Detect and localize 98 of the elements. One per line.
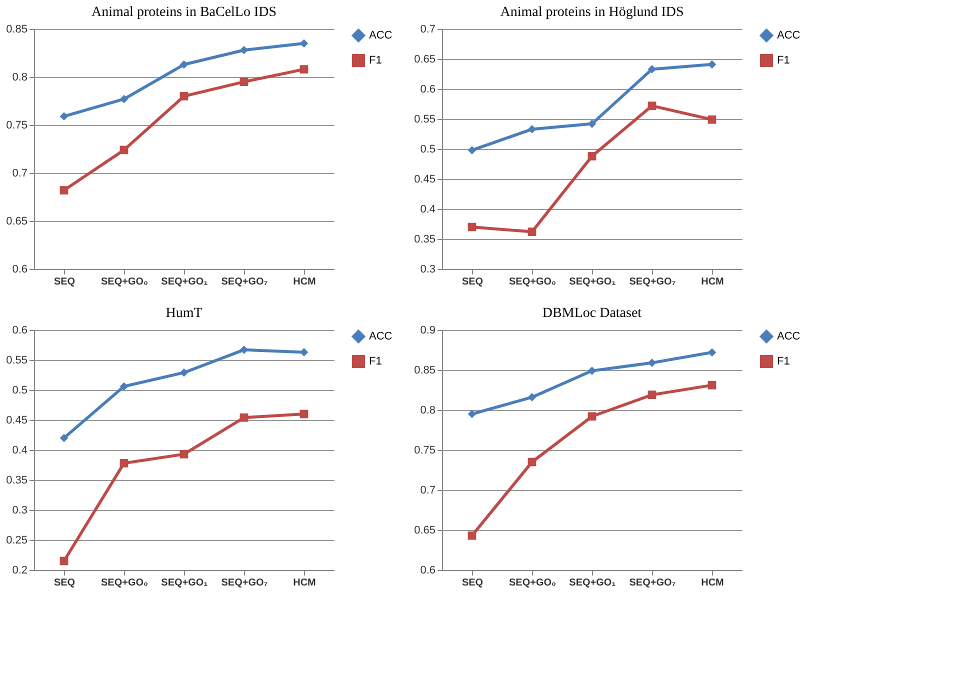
x-tick-label: SEQ [54, 276, 76, 288]
point [648, 102, 656, 110]
point [648, 358, 656, 367]
x-tick-label: HCM [701, 578, 724, 588]
y-tick-label: 0.55 [6, 354, 28, 366]
x-tick-label: SEQ+GO₁ [569, 276, 616, 288]
point [300, 39, 308, 48]
legend-label: F1 [777, 54, 790, 66]
point [708, 60, 716, 69]
point [588, 152, 596, 160]
y-tick-label: 0.5 [12, 384, 28, 396]
x-tick-label: SEQ [54, 578, 76, 588]
y-tick-label: 0.35 [6, 474, 28, 486]
x-tick-label: SEQ+GO₀ [508, 578, 556, 588]
point [60, 186, 68, 194]
x-tick-label: HCM [293, 276, 316, 288]
point [120, 459, 128, 468]
point [120, 146, 128, 154]
legend-label: ACC [777, 30, 800, 42]
y-tick-label: 0.4 [12, 444, 28, 456]
y-tick-label: 0.6 [12, 324, 28, 336]
x-tick-label: SEQ+GO₀ [100, 276, 148, 288]
y-tick-label: 0.45 [6, 414, 28, 426]
point [468, 146, 476, 154]
y-tick-label: 0.3 [12, 504, 28, 516]
y-tick-label: 0.4 [420, 204, 436, 216]
chart-title: HumT [166, 306, 203, 321]
legend-label: F1 [369, 54, 382, 66]
point [468, 222, 476, 232]
y-tick-label: 0.5 [420, 144, 436, 156]
x-tick-label: SEQ+GO₇ [629, 578, 676, 588]
point [528, 228, 536, 236]
point [468, 531, 476, 540]
point [120, 94, 128, 104]
point [60, 556, 68, 566]
y-tick-label: 0.75 [6, 120, 28, 132]
x-tick-label: SEQ+GO₀ [100, 578, 148, 588]
point [528, 458, 536, 466]
y-tick-label: 0.2 [12, 564, 28, 576]
y-tick-label: 0.75 [414, 444, 436, 456]
y-tick-label: 0.65 [414, 54, 436, 66]
point [588, 366, 596, 375]
point [708, 115, 716, 124]
x-tick-label: SEQ+GO₇ [629, 276, 676, 288]
x-tick-label: SEQ+GO₇ [221, 276, 268, 288]
legend-label: ACC [369, 30, 392, 42]
point [180, 60, 188, 69]
point [648, 390, 656, 399]
y-tick-label: 0.85 [6, 24, 28, 36]
point [180, 368, 188, 377]
y-tick-label: 0.6 [420, 84, 436, 96]
point [708, 348, 716, 357]
y-tick-label: 0.8 [12, 72, 28, 84]
point [240, 413, 248, 422]
y-tick-label: 0.6 [12, 264, 28, 276]
x-tick-label: SEQ+GO₀ [508, 276, 556, 288]
y-tick-label: 0.7 [420, 24, 436, 36]
y-tick-label: 0.7 [420, 484, 436, 496]
x-tick-label: SEQ+GO₁ [569, 578, 616, 588]
chart-title: DBMLoc Dataset [542, 306, 642, 321]
point [60, 434, 68, 442]
y-tick-label: 0.45 [414, 174, 436, 186]
point [240, 78, 248, 86]
y-tick-label: 0.35 [414, 234, 436, 246]
y-tick-label: 0.85 [414, 364, 436, 376]
legend-label: ACC [777, 330, 800, 342]
chart-title: Animal proteins in BaCelLo IDS [91, 5, 277, 20]
point [60, 112, 68, 121]
y-tick-label: 0.6 [420, 564, 436, 576]
x-tick-label: HCM [293, 578, 316, 588]
x-tick-label: SEQ [462, 578, 484, 588]
point [240, 46, 248, 54]
y-tick-label: 0.65 [414, 524, 436, 536]
point [528, 393, 536, 402]
point [120, 382, 128, 391]
x-tick-label: SEQ+GO₇ [221, 578, 268, 588]
y-tick-label: 0.9 [420, 324, 436, 336]
x-tick-label: HCM [701, 276, 724, 288]
y-tick-label: 0.65 [6, 216, 28, 228]
legend-label: ACC [369, 330, 392, 342]
x-tick-label: SEQ+GO₁ [161, 578, 208, 588]
chart-title: Animal proteins in Höglund IDS [500, 5, 684, 20]
x-tick-label: SEQ [462, 276, 484, 288]
y-tick-label: 0.7 [12, 168, 28, 180]
x-tick-label: SEQ+GO₁ [161, 276, 208, 288]
y-tick-label: 0.25 [6, 534, 28, 546]
y-tick-label: 0.55 [414, 114, 436, 126]
legend-label: F1 [777, 356, 790, 368]
point [180, 450, 188, 458]
y-tick-label: 0.8 [420, 404, 436, 416]
point [588, 412, 596, 421]
legend-label: F1 [369, 356, 382, 368]
point [300, 410, 308, 418]
point [180, 92, 188, 100]
y-tick-label: 0.3 [420, 264, 436, 276]
point [708, 381, 716, 390]
point [300, 65, 308, 74]
point [468, 410, 476, 418]
